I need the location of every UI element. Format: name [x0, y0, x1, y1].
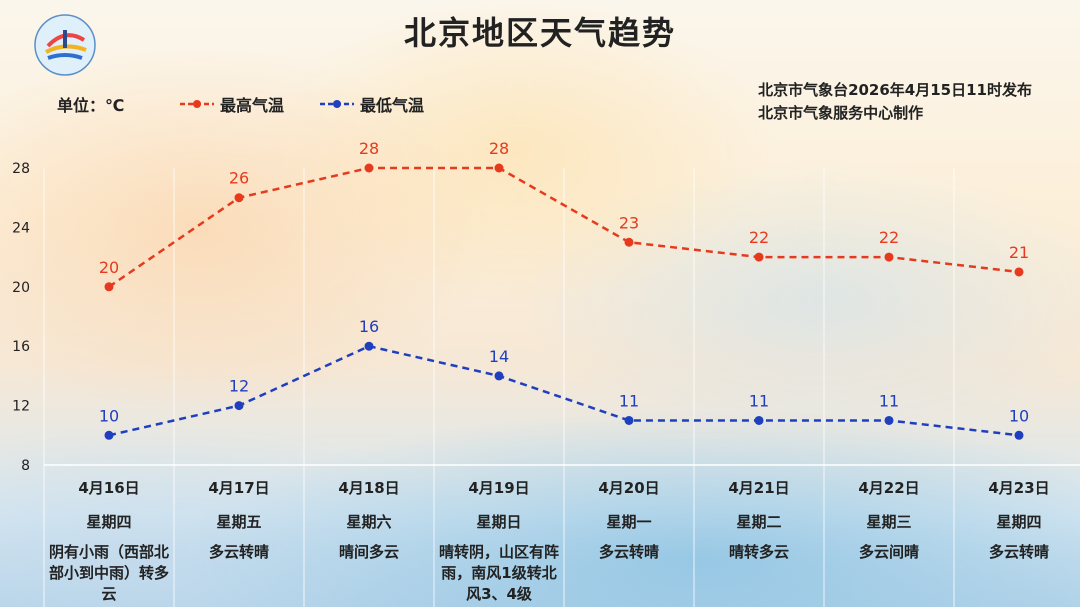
- day-date: 4月17日: [208, 479, 270, 497]
- legend-high: 最高气温: [178, 92, 284, 116]
- issuer-line-1: 北京市气象台2026年4月15日11时发布: [758, 81, 1032, 99]
- day-column: 4月18日星期六晴间多云: [304, 476, 434, 563]
- day-weekday: 星期三: [866, 513, 912, 531]
- data-point-high: [624, 237, 634, 247]
- data-point-high: [754, 252, 764, 262]
- data-point-low: [624, 415, 634, 425]
- data-point-low: [234, 401, 244, 411]
- data-label-low: 11: [619, 391, 639, 410]
- data-label-high: 23: [619, 213, 639, 232]
- series-line-low: [108, 344, 1020, 437]
- data-label-high: 22: [879, 228, 899, 247]
- data-label-high: 20: [99, 258, 119, 277]
- day-weekday: 星期二: [736, 513, 782, 531]
- data-point-low: [364, 341, 374, 351]
- day-condition: 多云转晴: [208, 543, 269, 561]
- data-label-low: 11: [879, 391, 899, 410]
- day-condition: 晴转多云: [728, 543, 789, 561]
- data-point-high: [884, 252, 894, 262]
- series-line-high: [108, 166, 1020, 288]
- unit-label: 单位：℃: [57, 96, 125, 115]
- day-column: 4月23日星期四多云转晴: [954, 476, 1080, 563]
- day-date: 4月18日: [338, 479, 400, 497]
- data-label-low: 16: [359, 317, 379, 336]
- day-column: 4月17日星期五多云转晴: [174, 476, 304, 563]
- data-label-low: 10: [99, 406, 119, 425]
- data-point-high: [234, 193, 244, 203]
- y-tick-label: 24: [12, 220, 30, 236]
- day-weekday: 星期日: [476, 513, 522, 531]
- day-date: 4月16日: [78, 479, 140, 497]
- day-column: 4月21日星期二晴转多云: [694, 476, 824, 563]
- issuer-info: 北京市气象台2026年4月15日11时发布 北京市气象服务中心制作: [758, 79, 1032, 125]
- data-point-low: [1014, 430, 1024, 440]
- data-label-low: 10: [1009, 406, 1029, 425]
- data-point-low: [104, 430, 114, 440]
- data-point-low: [754, 415, 764, 425]
- meteorological-service-logo: [20, 8, 110, 78]
- day-weekday: 星期四: [996, 513, 1042, 531]
- data-label-low: 12: [229, 377, 249, 396]
- day-column: 4月22日星期三多云间晴: [824, 476, 954, 563]
- day-weekday: 星期五: [216, 513, 262, 531]
- page-title: 北京地区天气趋势: [403, 14, 676, 52]
- legend-low-label: 最低气温: [360, 96, 425, 115]
- data-label-high: 28: [489, 139, 509, 158]
- data-label-high: 21: [1009, 243, 1029, 262]
- legend-high-line-icon: [180, 100, 214, 108]
- day-column: 4月19日星期日晴转阴，山区有阵雨，南风1级转北风3、4级: [434, 476, 564, 605]
- data-label-high: 28: [359, 139, 379, 158]
- day-date: 4月19日: [468, 479, 530, 497]
- day-column: 4月16日星期四阴有小雨（西部北部小到中雨）转多云: [44, 476, 174, 605]
- logo-emblem-icon: [34, 14, 96, 76]
- day-date: 4月23日: [988, 479, 1050, 497]
- data-label-low: 14: [489, 347, 509, 366]
- day-weekday: 星期四: [86, 513, 132, 531]
- day-condition: 晴间多云: [338, 543, 399, 561]
- legend-high-label: 最高气温: [220, 96, 285, 115]
- y-tick-label: 16: [12, 339, 30, 355]
- data-label-high: 22: [749, 228, 769, 247]
- data-point-high: [1014, 267, 1024, 277]
- day-date: 4月22日: [858, 479, 920, 497]
- data-label-low: 11: [749, 391, 769, 410]
- legend-low-line-icon: [320, 100, 354, 108]
- y-tick-label: 12: [12, 399, 30, 415]
- y-tick-label: 20: [12, 280, 30, 296]
- day-date: 4月21日: [728, 479, 790, 497]
- data-point-high: [494, 163, 504, 173]
- data-point-high: [364, 163, 374, 173]
- data-point-high: [104, 282, 114, 292]
- day-weekday: 星期一: [606, 513, 652, 531]
- data-point-low: [884, 415, 894, 425]
- data-label-high: 26: [229, 169, 249, 188]
- legend-low: 最低气温: [318, 92, 424, 116]
- day-condition: 晴转阴，山区有阵雨，南风1级转北风3、4级: [438, 543, 559, 603]
- day-column: 4月20日星期一多云转晴: [564, 476, 694, 563]
- data-point-low: [494, 371, 504, 381]
- day-date: 4月20日: [598, 479, 660, 497]
- day-weekday: 星期六: [346, 513, 392, 531]
- y-tick-label: 8: [21, 458, 30, 474]
- day-condition: 多云转晴: [598, 543, 659, 561]
- day-condition: 多云转晴: [988, 543, 1049, 561]
- day-condition: 多云间晴: [858, 543, 919, 561]
- issuer-line-2: 北京市气象服务中心制作: [758, 104, 924, 122]
- day-condition: 阴有小雨（西部北部小到中雨）转多云: [48, 543, 169, 603]
- y-tick-label: 28: [12, 161, 30, 177]
